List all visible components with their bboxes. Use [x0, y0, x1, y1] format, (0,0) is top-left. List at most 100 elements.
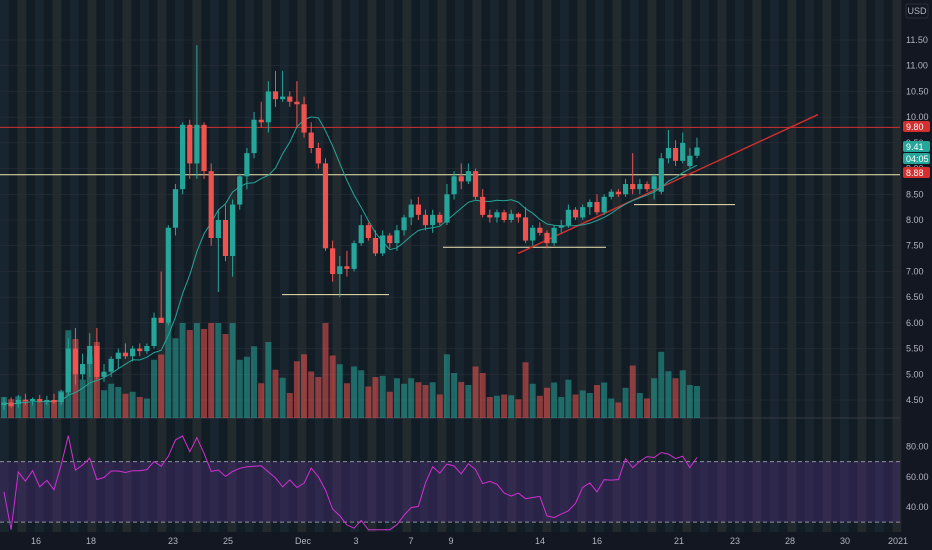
- session-stripe: [542, 0, 552, 532]
- time-axis[interactable]: 16 18 23 25 Dec 3 7 9 14 16 21 23 28 30 2021: [31, 536, 908, 546]
- candle-body: [594, 202, 600, 213]
- volume-bar: [479, 373, 486, 418]
- volume-bar: [193, 323, 200, 418]
- time-tick-label: 28: [785, 536, 795, 546]
- candle-body: [79, 364, 86, 375]
- volume-bar: [365, 386, 372, 418]
- session-stripe: [245, 0, 254, 532]
- candle-body: [244, 153, 250, 177]
- volume-bar: [143, 398, 150, 418]
- price-tick-label: 11.00: [906, 61, 928, 71]
- candle-body: [72, 348, 79, 375]
- rsi-tick-label: 40.00: [906, 502, 929, 512]
- candle-body: [22, 400, 29, 402]
- candle-body: [622, 184, 629, 195]
- candle-body: [415, 204, 421, 215]
- price-tick-label: 5.00: [906, 369, 924, 379]
- price-tick-label: 7.50: [906, 241, 924, 251]
- candle-body: [194, 124, 200, 164]
- candle-body: [230, 204, 236, 256]
- volume-bar: [251, 346, 258, 418]
- candle-body: [615, 191, 622, 195]
- candle-body: [587, 202, 593, 208]
- candle-body: [472, 171, 479, 197]
- volume-bar: [694, 386, 700, 418]
- session-stripe: [490, 0, 499, 532]
- candle-body: [358, 225, 364, 244]
- candle-body: [215, 220, 221, 238]
- session-stripe: [857, 0, 867, 532]
- volume-bar: [443, 354, 450, 418]
- candle-body: [258, 119, 264, 123]
- candle-body: [658, 158, 664, 192]
- volume-bar: [608, 398, 615, 418]
- candle-body: [101, 371, 107, 377]
- candle-body: [129, 348, 136, 357]
- level-lines[interactable]: [0, 113, 900, 296]
- rsi-tick-label: 60.00: [906, 472, 929, 482]
- candle-body: [644, 184, 650, 190]
- candle-body: [637, 184, 643, 190]
- session-stripe: [35, 0, 44, 532]
- time-tick-label: 25: [223, 536, 233, 546]
- currency-button[interactable]: USD: [905, 3, 929, 19]
- price-badge: 8.88: [903, 167, 930, 178]
- candle-body: [308, 132, 314, 148]
- price-badge-bg: [903, 121, 930, 132]
- candle-body: [344, 266, 350, 269]
- candle-body: [530, 227, 536, 241]
- session-stripe: [700, 0, 709, 532]
- volume-bar: [301, 354, 308, 418]
- volume-bar: [679, 370, 686, 418]
- candle-body: [565, 209, 572, 226]
- session-stripe: [455, 0, 464, 532]
- time-tick-label: 23: [168, 536, 178, 546]
- candle-body: [322, 163, 329, 249]
- candle-body: [137, 348, 143, 352]
- volume-bar: [543, 387, 550, 418]
- session-stripe: [297, 0, 307, 532]
- candle-body: [265, 91, 271, 123]
- volume-bar: [79, 379, 86, 418]
- volume-bar: [329, 355, 336, 418]
- candle-body: [501, 212, 507, 220]
- volume-bar: [572, 394, 579, 418]
- session-stripe: [122, 0, 132, 532]
- volume-bar: [422, 385, 429, 418]
- candle-body: [94, 346, 100, 377]
- time-tick-label: 9: [448, 536, 453, 546]
- candle-body: [508, 213, 514, 220]
- price-tick-label: 10.50: [906, 86, 929, 96]
- candle-body: [387, 235, 393, 244]
- time-tick-label: 23: [730, 536, 740, 546]
- session-stripe: [367, 0, 377, 532]
- session-stripe: [665, 0, 674, 532]
- candle-body: [351, 243, 357, 269]
- candle-body: [630, 184, 636, 190]
- candle-body: [65, 348, 71, 393]
- session-stripe: [805, 0, 814, 532]
- volume-bar: [229, 323, 236, 418]
- volume-bar: [272, 369, 279, 418]
- candle-body: [608, 191, 614, 197]
- candle-body: [551, 227, 557, 244]
- price-axis[interactable]: 11.5011.0010.5010.009.509.008.508.007.50…: [906, 35, 929, 512]
- candle-body: [51, 400, 57, 403]
- ma-line: [3, 116, 698, 405]
- candle-body: [237, 176, 243, 205]
- session-stripe: [315, 0, 324, 532]
- price-tick-label: 8.00: [906, 215, 924, 225]
- volume-bar: [465, 385, 472, 418]
- candle-body: [294, 101, 300, 105]
- candlesticks: [1, 45, 700, 411]
- time-tick-label: 14: [535, 536, 545, 546]
- session-stripe: [472, 0, 482, 532]
- time-tick-label: 21: [674, 536, 684, 546]
- volume-bar: [636, 393, 643, 418]
- candle-body: [172, 189, 179, 228]
- volume-bar: [201, 329, 208, 418]
- candle-body: [122, 352, 129, 357]
- candle-body: [115, 352, 121, 359]
- price-tick-label: 4.50: [906, 395, 924, 405]
